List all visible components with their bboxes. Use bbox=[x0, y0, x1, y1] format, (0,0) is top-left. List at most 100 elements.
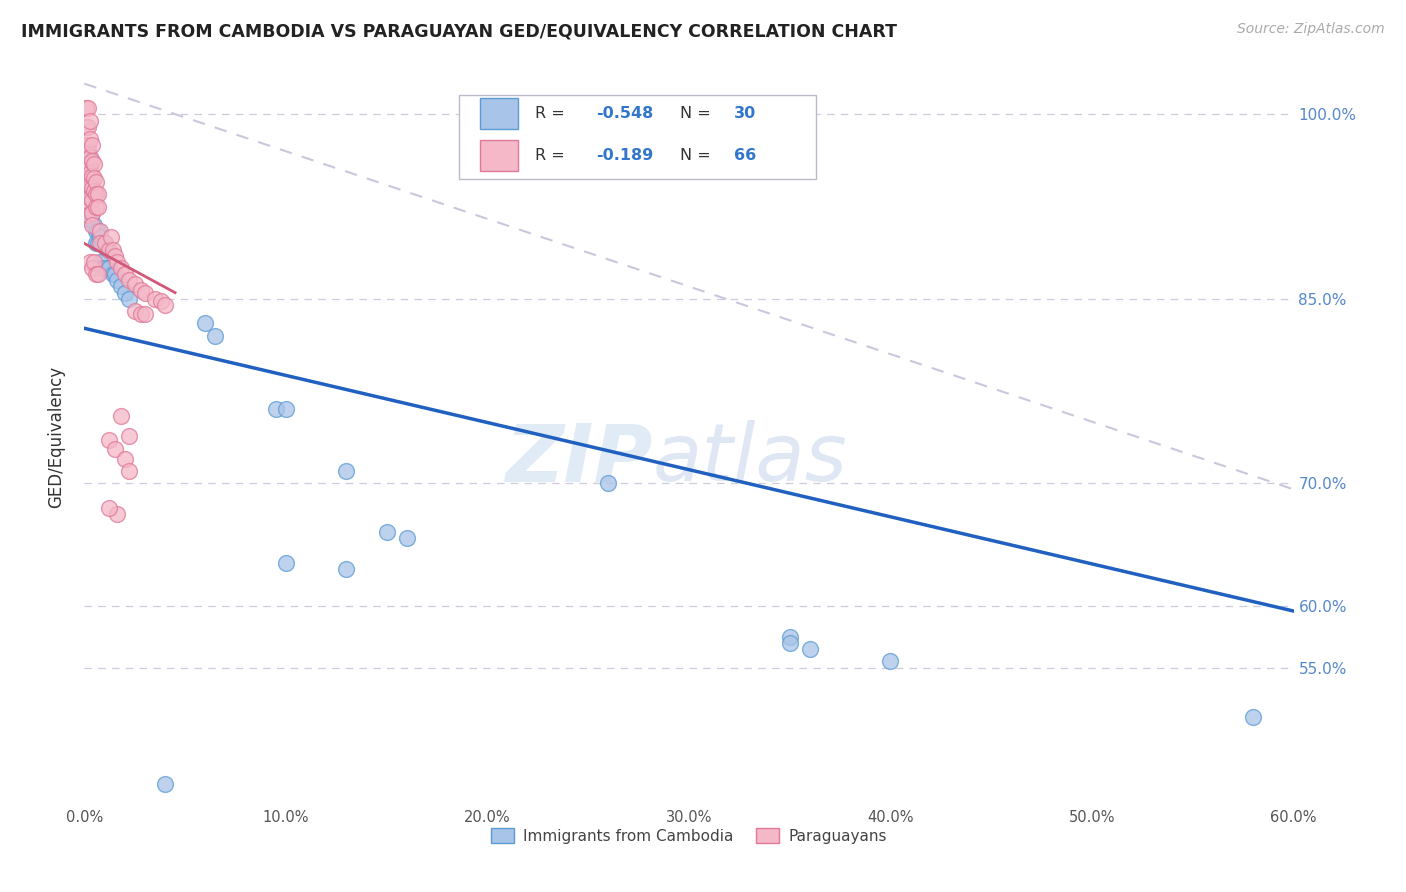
Point bbox=[82, 205, 104, 219]
Point bbox=[89, 255, 111, 269]
Text: 66: 66 bbox=[734, 148, 756, 163]
Point bbox=[77, 138, 100, 153]
Point bbox=[77, 181, 100, 195]
Point bbox=[264, 402, 287, 417]
Point bbox=[77, 171, 100, 186]
Text: atlas: atlas bbox=[652, 420, 848, 498]
Text: R =: R = bbox=[536, 148, 571, 163]
Point bbox=[77, 120, 100, 134]
Point bbox=[82, 181, 104, 195]
Point bbox=[77, 195, 100, 210]
Point bbox=[105, 273, 128, 287]
Point bbox=[83, 187, 105, 202]
Y-axis label: GED/Equivalency: GED/Equivalency bbox=[48, 366, 66, 508]
Point bbox=[79, 150, 101, 164]
Text: -0.189: -0.189 bbox=[596, 148, 652, 163]
Point bbox=[110, 279, 132, 293]
Point bbox=[86, 175, 108, 189]
Point bbox=[79, 178, 101, 193]
Point bbox=[93, 236, 115, 251]
Point bbox=[153, 777, 176, 791]
Point bbox=[91, 236, 114, 251]
Point bbox=[104, 267, 127, 281]
Point bbox=[89, 236, 111, 251]
Point bbox=[97, 433, 120, 447]
Point bbox=[143, 292, 166, 306]
Point bbox=[82, 194, 104, 208]
Point bbox=[75, 156, 97, 170]
FancyBboxPatch shape bbox=[460, 95, 815, 179]
Point bbox=[129, 283, 152, 297]
Point bbox=[83, 156, 105, 170]
Point bbox=[83, 184, 105, 198]
Point bbox=[82, 218, 104, 232]
Point bbox=[110, 409, 132, 423]
Point bbox=[79, 159, 101, 173]
Point bbox=[134, 285, 156, 300]
Text: R =: R = bbox=[536, 106, 571, 121]
Text: ZIP: ZIP bbox=[505, 420, 652, 498]
Point bbox=[1241, 710, 1264, 724]
Point bbox=[87, 187, 110, 202]
Point bbox=[79, 132, 101, 146]
Point bbox=[375, 525, 398, 540]
Point bbox=[335, 562, 357, 576]
Point bbox=[77, 156, 100, 170]
Text: IMMIGRANTS FROM CAMBODIA VS PARAGUAYAN GED/EQUIVALENCY CORRELATION CHART: IMMIGRANTS FROM CAMBODIA VS PARAGUAYAN G… bbox=[21, 22, 897, 40]
Point bbox=[149, 294, 172, 309]
Point bbox=[87, 267, 110, 281]
Point bbox=[77, 208, 100, 222]
Point bbox=[129, 306, 152, 320]
Point bbox=[86, 267, 108, 281]
Point bbox=[110, 261, 132, 276]
Point bbox=[105, 507, 128, 521]
Text: N =: N = bbox=[681, 106, 716, 121]
Point bbox=[779, 636, 801, 650]
Legend: Immigrants from Cambodia, Paraguayans: Immigrants from Cambodia, Paraguayans bbox=[485, 822, 893, 850]
Point bbox=[104, 249, 127, 263]
Point bbox=[114, 285, 136, 300]
Point bbox=[82, 175, 104, 189]
Point bbox=[101, 267, 124, 281]
Point bbox=[395, 532, 418, 546]
Point bbox=[82, 169, 104, 183]
Point bbox=[97, 261, 120, 276]
Point bbox=[79, 205, 101, 219]
Point bbox=[77, 145, 100, 159]
Point bbox=[114, 451, 136, 466]
Point bbox=[153, 298, 176, 312]
Point bbox=[105, 255, 128, 269]
Point bbox=[118, 273, 141, 287]
Point bbox=[93, 236, 115, 251]
Point bbox=[77, 211, 100, 226]
Point bbox=[97, 500, 120, 515]
Point bbox=[104, 442, 127, 456]
Point bbox=[779, 630, 801, 644]
Text: Source: ZipAtlas.com: Source: ZipAtlas.com bbox=[1237, 22, 1385, 37]
Point bbox=[101, 243, 124, 257]
Point bbox=[87, 236, 110, 251]
Point bbox=[274, 402, 297, 417]
Point bbox=[87, 200, 110, 214]
Point bbox=[75, 101, 97, 115]
Point bbox=[879, 655, 901, 669]
Point bbox=[124, 277, 146, 291]
FancyBboxPatch shape bbox=[479, 98, 519, 129]
Point bbox=[799, 642, 821, 657]
Point bbox=[87, 224, 110, 238]
Point bbox=[114, 267, 136, 281]
Point bbox=[96, 243, 118, 257]
Point bbox=[79, 255, 101, 269]
Point bbox=[89, 230, 111, 244]
Point bbox=[82, 205, 104, 219]
Point bbox=[77, 101, 100, 115]
FancyBboxPatch shape bbox=[479, 140, 519, 171]
Point bbox=[124, 304, 146, 318]
Point bbox=[93, 261, 115, 276]
Text: 30: 30 bbox=[734, 106, 756, 121]
Point bbox=[79, 166, 101, 180]
Point bbox=[82, 261, 104, 276]
Point bbox=[274, 556, 297, 570]
Point bbox=[83, 171, 105, 186]
Point bbox=[100, 230, 122, 244]
